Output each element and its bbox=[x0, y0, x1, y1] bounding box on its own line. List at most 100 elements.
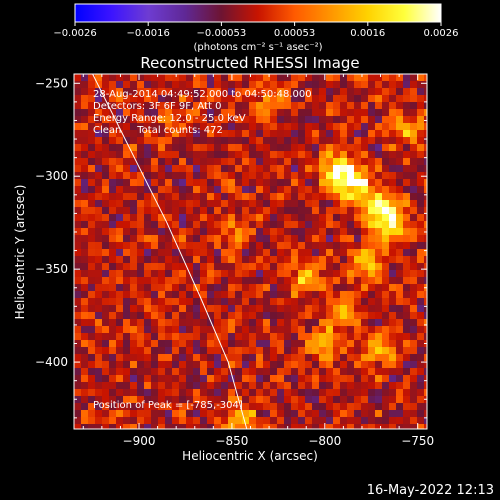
heatmap-cell bbox=[137, 256, 145, 264]
heatmap-cell bbox=[305, 277, 313, 285]
heatmap-cell bbox=[186, 214, 194, 222]
heatmap-cell bbox=[172, 144, 180, 152]
heatmap-cell bbox=[256, 382, 264, 390]
heatmap-cell bbox=[375, 403, 383, 411]
heatmap-cell bbox=[116, 389, 124, 397]
heatmap-cell bbox=[200, 116, 208, 124]
heatmap-cell bbox=[256, 151, 264, 159]
heatmap-cell bbox=[305, 347, 313, 355]
heatmap-cell bbox=[277, 340, 285, 348]
heatmap-cell bbox=[368, 312, 376, 320]
heatmap-cell bbox=[291, 333, 299, 341]
heatmap-cell bbox=[396, 200, 404, 208]
heatmap-cell bbox=[151, 88, 159, 96]
heatmap-cell bbox=[340, 165, 348, 173]
heatmap-cell bbox=[312, 193, 320, 201]
heatmap-cell bbox=[165, 396, 173, 404]
heatmap-cell bbox=[417, 389, 425, 397]
heatmap-cell bbox=[424, 312, 427, 320]
heatmap-cell bbox=[179, 137, 187, 145]
heatmap-cell bbox=[396, 137, 404, 145]
heatmap-cell bbox=[375, 74, 383, 82]
heatmap-cell bbox=[137, 396, 145, 404]
heatmap-cell bbox=[403, 270, 411, 278]
heatmap-cell bbox=[347, 151, 355, 159]
heatmap-cell bbox=[130, 284, 138, 292]
heatmap-cell bbox=[235, 172, 243, 180]
heatmap-cell bbox=[375, 179, 383, 187]
heatmap-cell bbox=[193, 88, 201, 96]
heatmap-cell bbox=[235, 200, 243, 208]
heatmap-cell bbox=[270, 284, 278, 292]
heatmap-cell bbox=[375, 326, 383, 334]
heatmap-cell bbox=[361, 312, 369, 320]
heatmap-cell bbox=[277, 312, 285, 320]
heatmap-cell bbox=[179, 158, 187, 166]
heatmap-cell bbox=[291, 158, 299, 166]
heatmap-cell bbox=[109, 347, 117, 355]
heatmap-cell bbox=[109, 123, 117, 131]
heatmap-cell bbox=[102, 284, 110, 292]
heatmap-cell bbox=[326, 291, 334, 299]
heatmap-cell bbox=[172, 221, 180, 229]
heatmap-cell bbox=[396, 130, 404, 138]
heatmap-cell bbox=[221, 382, 229, 390]
heatmap-cell bbox=[88, 410, 96, 418]
heatmap-cell bbox=[249, 291, 257, 299]
heatmap-cell bbox=[228, 109, 236, 117]
heatmap-cell bbox=[270, 88, 278, 96]
heatmap-cell bbox=[193, 326, 201, 334]
heatmap-cell bbox=[256, 249, 264, 257]
heatmap-cell bbox=[137, 284, 145, 292]
heatmap-cell bbox=[305, 228, 313, 236]
heatmap-cell bbox=[137, 270, 145, 278]
heatmap-cell bbox=[130, 228, 138, 236]
heatmap-cell bbox=[74, 298, 82, 306]
heatmap-cell bbox=[410, 256, 418, 264]
heatmap-cell bbox=[256, 102, 264, 110]
heatmap-cell bbox=[88, 263, 96, 271]
heatmap-cell bbox=[340, 389, 348, 397]
heatmap-cell bbox=[319, 228, 327, 236]
heatmap-cell bbox=[74, 109, 82, 117]
heatmap-cell bbox=[375, 410, 383, 418]
heatmap-cell bbox=[235, 424, 243, 429]
heatmap-cell bbox=[249, 186, 257, 194]
heatmap-cell bbox=[81, 417, 89, 425]
heatmap-cell bbox=[235, 291, 243, 299]
heatmap-cell bbox=[256, 291, 264, 299]
heatmap-cell bbox=[256, 340, 264, 348]
heatmap-cell bbox=[333, 375, 341, 383]
heatmap-cell bbox=[221, 333, 229, 341]
heatmap-cell bbox=[200, 256, 208, 264]
heatmap-cell bbox=[179, 347, 187, 355]
heatmap-cell bbox=[298, 137, 306, 145]
heatmap-cell bbox=[389, 375, 397, 383]
heatmap-cell bbox=[151, 172, 159, 180]
heatmap-cell bbox=[165, 312, 173, 320]
heatmap-cell bbox=[151, 340, 159, 348]
heatmap-cell bbox=[305, 305, 313, 313]
heatmap-cell bbox=[382, 95, 390, 103]
heatmap-cell bbox=[319, 396, 327, 404]
heatmap-cell bbox=[193, 305, 201, 313]
heatmap-cell bbox=[403, 179, 411, 187]
heatmap-cell bbox=[235, 102, 243, 110]
heatmap-cell bbox=[109, 116, 117, 124]
heatmap-cell bbox=[242, 179, 250, 187]
heatmap-cell bbox=[109, 326, 117, 334]
heatmap-cell bbox=[242, 200, 250, 208]
heatmap-cell bbox=[284, 228, 292, 236]
heatmap-cell bbox=[81, 305, 89, 313]
heatmap-cell bbox=[326, 354, 334, 362]
heatmap-cell bbox=[263, 235, 271, 243]
heatmap-cell bbox=[151, 256, 159, 264]
heatmap-cell bbox=[396, 74, 404, 82]
heatmap-cell bbox=[102, 207, 110, 215]
heatmap-cell bbox=[326, 277, 334, 285]
heatmap-cell bbox=[333, 172, 341, 180]
heatmap-cell bbox=[130, 298, 138, 306]
heatmap-cell bbox=[291, 130, 299, 138]
heatmap-cell bbox=[263, 144, 271, 152]
heatmap-cell bbox=[305, 123, 313, 131]
